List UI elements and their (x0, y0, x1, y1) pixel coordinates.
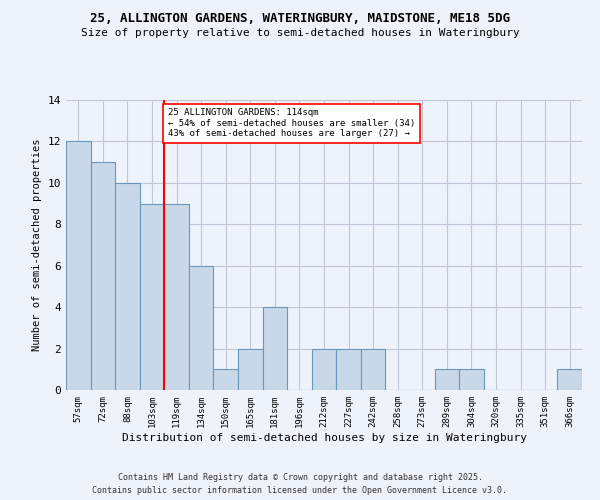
Bar (140, 204, 164, 390)
Bar (214, 370, 238, 390)
Bar (115, 183, 140, 390)
Text: Size of property relative to semi-detached houses in Wateringbury: Size of property relative to semi-detach… (80, 28, 520, 38)
X-axis label: Distribution of semi-detached houses by size in Wateringbury: Distribution of semi-detached houses by … (121, 432, 527, 442)
Bar (66, 142, 91, 390)
Bar (164, 204, 189, 390)
Text: 25, ALLINGTON GARDENS, WATERINGBURY, MAIDSTONE, ME18 5DG: 25, ALLINGTON GARDENS, WATERINGBURY, MAI… (90, 12, 510, 26)
Bar (189, 266, 214, 390)
Y-axis label: Number of semi-detached properties: Number of semi-detached properties (32, 138, 42, 352)
Text: Contains public sector information licensed under the Open Government Licence v3: Contains public sector information licen… (92, 486, 508, 495)
Bar (263, 307, 287, 390)
Text: 25 ALLINGTON GARDENS: 114sqm
← 54% of semi-detached houses are smaller (34)
43% : 25 ALLINGTON GARDENS: 114sqm ← 54% of se… (168, 108, 415, 138)
Text: Contains HM Land Registry data © Crown copyright and database right 2025.: Contains HM Land Registry data © Crown c… (118, 474, 482, 482)
Bar (336, 348, 361, 390)
Bar (238, 348, 263, 390)
Bar (557, 370, 582, 390)
Bar (91, 162, 115, 390)
Bar (312, 348, 336, 390)
Bar (434, 370, 459, 390)
Bar (459, 370, 484, 390)
Bar (361, 348, 385, 390)
